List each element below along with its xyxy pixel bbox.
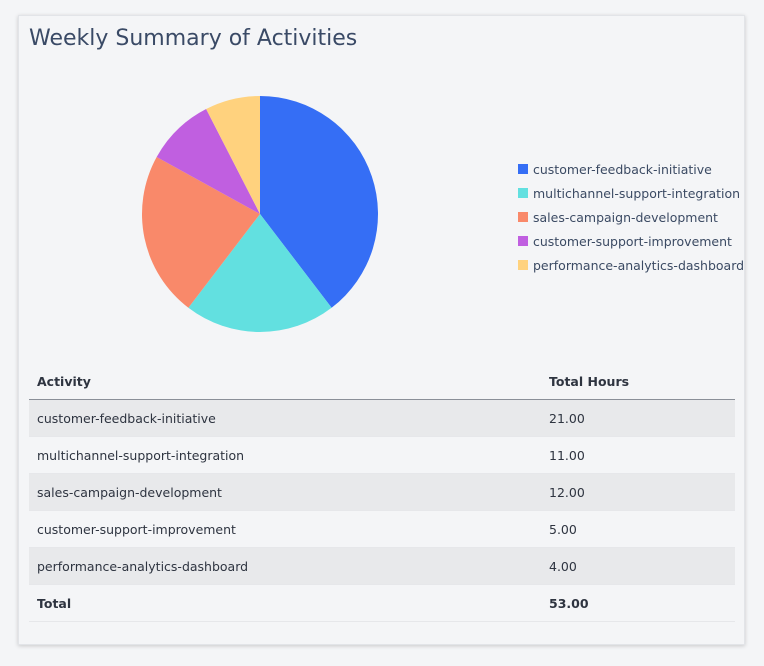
legend-item[interactable]: customer-feedback-initiative: [518, 157, 744, 181]
hours-cell: 12.00: [541, 473, 735, 511]
legend-label: sales-campaign-development: [533, 209, 718, 225]
table-row: customer-feedback-initiative 21.00: [29, 399, 735, 437]
legend-item[interactable]: customer-support-improvement: [518, 229, 744, 253]
legend-swatch: [518, 164, 528, 174]
legend-item[interactable]: multichannel-support-integration: [518, 181, 744, 205]
legend-swatch: [518, 212, 528, 222]
total-hours-cell: 53.00: [541, 584, 735, 622]
activity-table: Activity Total Hours customer-feedback-i…: [29, 364, 735, 622]
table-row: customer-support-improvement 5.00: [29, 510, 735, 548]
pie-chart: [142, 96, 378, 332]
legend-item[interactable]: performance-analytics-dashboard: [518, 253, 744, 277]
table-row: multichannel-support-integration 11.00: [29, 436, 735, 474]
legend-item[interactable]: sales-campaign-development: [518, 205, 744, 229]
legend-swatch: [518, 236, 528, 246]
activity-cell: customer-feedback-initiative: [29, 399, 541, 437]
total-label: Total: [29, 584, 541, 622]
chart-legend: customer-feedback-initiative multichannel…: [518, 157, 744, 277]
legend-swatch: [518, 188, 528, 198]
table-header-row: Activity Total Hours: [29, 364, 735, 400]
table-row: sales-campaign-development 12.00: [29, 473, 735, 511]
legend-label: performance-analytics-dashboard: [533, 257, 745, 273]
hours-cell: 5.00: [541, 510, 735, 548]
header-total-hours: Total Hours: [541, 364, 735, 400]
pie-slice-customer-support-improvement[interactable]: [156, 109, 260, 214]
legend-label: customer-support-improvement: [533, 233, 732, 249]
legend-swatch: [518, 260, 528, 270]
total-row: Total 53.00: [29, 584, 735, 622]
header-activity: Activity: [29, 364, 541, 400]
pie-slice-customer-feedback-initiative[interactable]: [260, 96, 378, 308]
table-row: performance-analytics-dashboard 4.00: [29, 547, 735, 585]
legend-label: multichannel-support-integration: [533, 185, 741, 201]
activity-cell: multichannel-support-integration: [29, 436, 541, 474]
activity-cell: performance-analytics-dashboard: [29, 547, 541, 585]
pie-slice-multichannel-support-integration[interactable]: [188, 214, 332, 332]
activity-cell: sales-campaign-development: [29, 473, 541, 511]
summary-card: Weekly Summary of Activities customer-fe…: [18, 15, 745, 645]
hours-cell: 21.00: [541, 399, 735, 437]
pie-slice-sales-campaign-development[interactable]: [142, 157, 260, 308]
hours-cell: 4.00: [541, 547, 735, 585]
hours-cell: 11.00: [541, 436, 735, 474]
legend-label: customer-feedback-initiative: [533, 161, 712, 177]
pie-slice-performance-analytics-dashboard[interactable]: [206, 96, 260, 214]
activity-cell: customer-support-improvement: [29, 510, 541, 548]
page-title: Weekly Summary of Activities: [29, 26, 358, 51]
